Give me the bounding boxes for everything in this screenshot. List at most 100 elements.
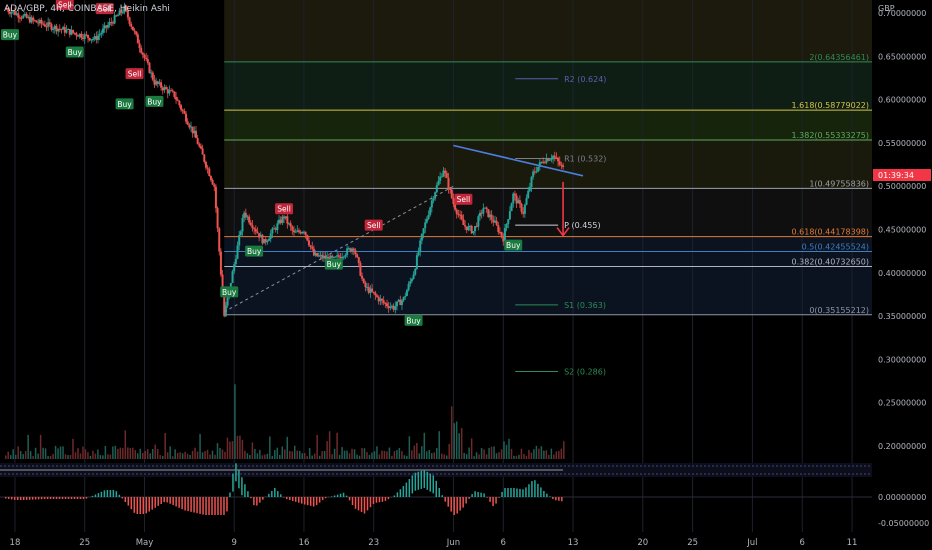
buy-signal-label: Buy [222,288,237,297]
macd-histogram-bar [426,471,429,490]
volume-bar [391,455,393,459]
volume-bar [308,447,311,459]
volume-bar [92,450,94,459]
candle-body [281,216,284,224]
buy-signal-label: Buy [3,31,18,40]
volume-bar [393,451,396,459]
macd-histogram-bar [7,497,10,499]
candle-body [121,12,124,14]
macd-histogram-bar [555,497,557,501]
candle-body [208,168,211,177]
volume-bar [241,439,244,459]
macd-histogram-bar [459,497,461,511]
candle-body [163,87,166,91]
volume-bar [102,455,104,459]
candle-body [125,5,128,11]
candle-body [307,240,310,246]
volume-bar [500,449,503,459]
candle-body [170,90,173,92]
macd-histogram-bar [103,490,106,497]
volume-bar [326,441,328,459]
candle-body [543,162,546,164]
macd-histogram-bar [97,493,100,497]
volume-bar [438,431,440,459]
macd-histogram-bar [22,497,25,500]
pivot-label: R2 (0.624) [564,75,606,84]
macd-histogram-bar [483,493,485,497]
candle-body [103,25,106,29]
candle-body [248,216,251,223]
current-price-countdown: 01:39:34 [878,171,914,180]
candle-body [319,254,322,256]
volume-bar [94,453,97,459]
macd-histogram-bar [148,497,150,512]
candle-body [58,28,61,30]
macd-histogram-bar [396,492,399,497]
candle-body [498,231,501,233]
candle-body [45,26,48,28]
sell-signal-label: Sell [58,0,72,9]
candle-body [522,211,525,214]
candle-body [425,218,428,223]
candle-body [82,37,85,40]
candle-body [194,130,197,139]
macd-histogram-bar [513,488,515,497]
macd-histogram-bar [306,497,309,506]
buy-signal-label: Buy [247,247,262,256]
volume-bar [24,451,27,459]
candle-body [254,229,257,232]
macd-histogram-bar [444,497,446,502]
volume-bar [154,444,156,459]
volume-bar [460,428,463,459]
volume-bar [159,455,161,459]
candle-body [510,203,513,212]
volume-bar [543,450,545,459]
volume-bar [64,454,67,459]
candle-body [492,219,495,223]
volume-bar [351,448,353,459]
candle-body [291,226,294,231]
buy-signal-label: Buy [506,241,521,250]
volume-bar [224,451,226,459]
volume-bar [59,446,62,459]
buy-signal-badge [115,98,134,110]
candle-body [153,79,156,85]
candle-body [482,208,485,214]
candle-body [243,212,246,219]
candle-body [402,297,405,301]
y-tick-label: 0.70000000 [878,9,926,18]
volume-bar [396,449,398,459]
volume-bar [525,455,528,459]
candle-body [440,176,443,178]
macd-histogram-bar [94,494,97,497]
y-tick-label: 0.55000000 [878,139,926,148]
macd-histogram-bar [46,497,49,499]
volume-bar [279,454,281,459]
macd-histogram-bar [354,497,357,509]
candle-body [376,295,379,297]
x-tick-label: 9 [231,538,236,548]
candle-body [268,238,271,241]
candle-body [98,34,101,36]
candle-body [410,278,413,282]
macd-histogram-bar [537,483,539,497]
sell-signal-label: Sell [457,195,471,204]
candle-body [306,234,309,241]
volume-bar [408,436,411,459]
volume-bar [366,452,368,459]
sell-signal-label: Sell [277,205,291,214]
candle-body [40,19,43,24]
candle-body [178,100,181,106]
zone-top [224,0,872,62]
macd-histogram-bar [196,497,198,514]
candle-body [332,256,335,258]
volume-bar [388,447,391,459]
macd-histogram-bar [256,497,258,506]
candle-body [226,297,229,306]
candle-body [241,218,244,232]
macd-histogram-bar [501,491,503,497]
macd-histogram-bar [226,497,228,512]
volume-bar [291,451,293,459]
candle-body [115,15,118,17]
